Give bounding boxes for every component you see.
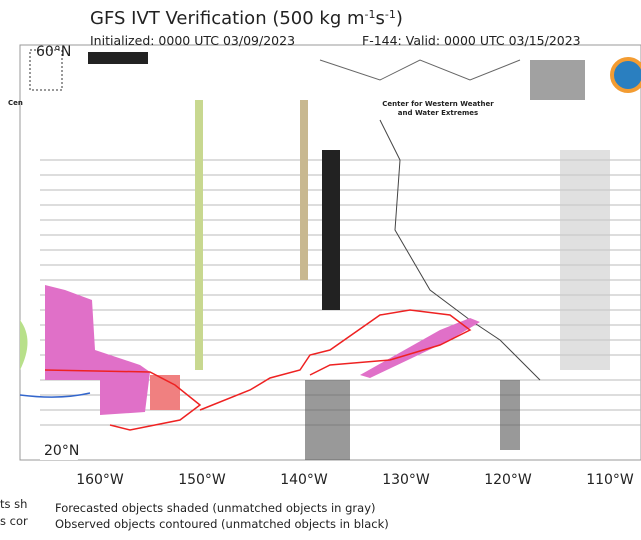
logo-fragment: Cen — [8, 99, 23, 107]
lon-label: 130°W — [382, 472, 430, 488]
ivt-objects — [19, 285, 480, 431]
title-part: ) — [396, 8, 403, 29]
title-part: -1 — [385, 8, 396, 21]
legend-fragment: ts sh — [0, 497, 27, 511]
lon-labels: 160°W 150°W 140°W 130°W 120°W 110°W — [76, 472, 634, 488]
lon-label: 160°W — [76, 472, 124, 488]
logo-text: and Water Extremes — [398, 109, 478, 117]
label-bg — [40, 438, 78, 460]
legend-fragment: s cor — [0, 514, 28, 528]
lon-label: 110°W — [586, 472, 634, 488]
lon-label: 120°W — [484, 472, 532, 488]
initialized: Initialized: 0000 UTC 03/09/2023 — [90, 33, 295, 48]
valid-time: F-144: Valid: 0000 UTC 03/15/2023 — [362, 33, 581, 48]
title-part: s — [376, 8, 385, 29]
title-part: -1 — [365, 8, 376, 21]
legend-line: Observed objects contoured (unmatched ob… — [55, 517, 389, 531]
lon-label: 140°W — [280, 472, 328, 488]
lat-label: 60°N — [36, 44, 71, 60]
logo-text: Center for Western Weather — [382, 100, 494, 108]
logo: Center for Western Weather and Water Ext… — [8, 57, 641, 117]
title: GFS IVT Verification (500 kg m-1s-1) — [90, 8, 403, 30]
lon-label: 150°W — [178, 472, 226, 488]
lat-label: 20°N — [44, 443, 79, 459]
title-part: GFS IVT Verification (500 kg m — [90, 8, 365, 29]
legend-line: Forecasted objects shaded (unmatched obj… — [55, 501, 376, 515]
